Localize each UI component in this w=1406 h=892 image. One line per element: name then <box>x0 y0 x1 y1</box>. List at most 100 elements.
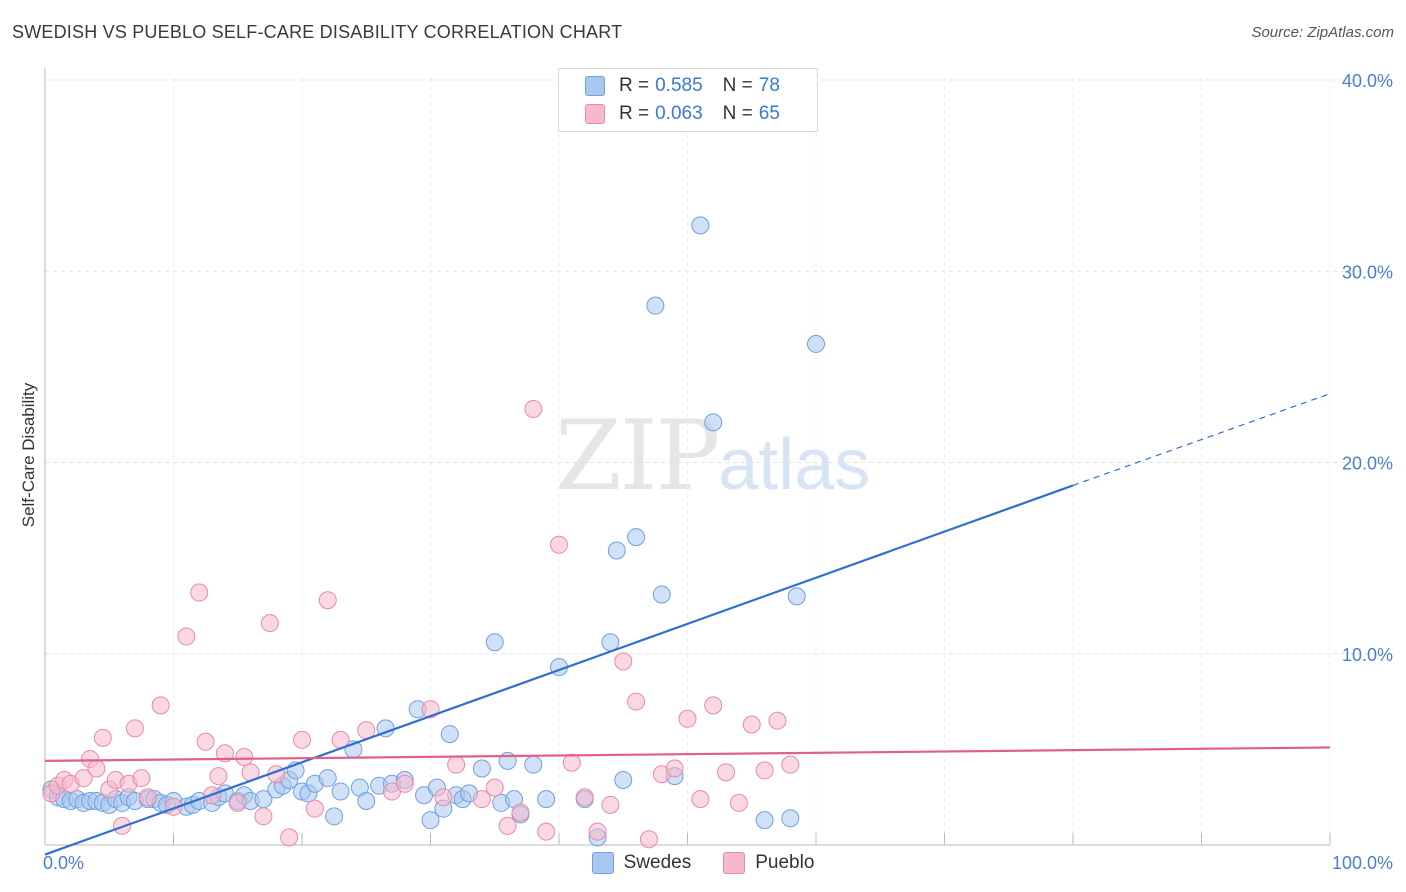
series-swatch-pueblo <box>723 852 746 874</box>
watermark-zip: ZIP <box>555 400 720 512</box>
point-pueblo <box>209 767 228 786</box>
point-pueblo <box>318 591 337 610</box>
point-pueblo <box>87 759 106 778</box>
point-pueblo <box>215 744 234 763</box>
point-swedes <box>691 216 710 235</box>
point-pueblo <box>293 730 311 749</box>
point-pueblo <box>93 728 112 747</box>
point-pueblo <box>601 795 620 814</box>
point-pueblo <box>575 788 594 807</box>
point-pueblo <box>665 759 684 778</box>
point-swedes <box>331 782 350 801</box>
series-legend-swedes[interactable]: Swedes <box>591 852 692 874</box>
point-pueblo <box>434 788 453 807</box>
source-label: Source: ZipAtlas.com <box>1251 24 1394 41</box>
point-pueblo <box>781 755 800 774</box>
y-tick-label: 10.0% <box>1342 645 1393 665</box>
point-pueblo <box>447 755 466 774</box>
point-pueblo <box>305 799 324 818</box>
legend-swatch-swedes <box>585 76 605 96</box>
point-pueblo <box>260 614 279 633</box>
point-pueblo <box>132 769 151 788</box>
point-pueblo <box>395 774 414 793</box>
point-swedes <box>704 413 723 432</box>
point-swedes <box>601 633 620 652</box>
point-pueblo <box>125 719 144 738</box>
point-swedes <box>440 725 459 744</box>
point-pueblo <box>235 748 254 767</box>
point-pueblo <box>485 778 504 797</box>
series-label-swedes: Swedes <box>623 852 692 873</box>
point-swedes <box>472 759 491 778</box>
point-swedes <box>652 585 671 604</box>
point-swedes <box>485 633 504 652</box>
legend-n-value: 78 <box>758 75 780 96</box>
correlation-legend: R = 0.585 N = 78 R = 0.063 N = 65 <box>558 68 818 132</box>
point-swedes <box>781 809 800 828</box>
point-swedes <box>325 807 344 826</box>
point-pueblo <box>498 816 517 835</box>
point-pueblo <box>704 696 723 715</box>
legend-n-label: N = <box>722 103 753 124</box>
point-swedes <box>318 769 337 788</box>
point-pueblo <box>280 828 299 847</box>
y-tick-label: 20.0% <box>1342 454 1393 474</box>
point-pueblo <box>177 627 196 646</box>
y-tick-label: 40.0% <box>1342 71 1393 91</box>
point-pueblo <box>196 732 215 751</box>
point-pueblo <box>768 711 787 730</box>
point-pueblo <box>550 535 568 554</box>
point-swedes <box>421 811 440 830</box>
point-pueblo <box>717 763 736 782</box>
point-pueblo <box>228 793 247 812</box>
point-swedes <box>607 541 626 560</box>
point-pueblo <box>138 788 157 807</box>
point-swedes <box>537 790 556 809</box>
legend-r-value: 0.585 <box>655 75 703 96</box>
point-swedes <box>524 755 543 774</box>
trendline-swedes <box>44 484 1074 856</box>
point-swedes <box>755 811 774 830</box>
point-swedes <box>357 792 376 811</box>
point-pueblo <box>472 790 491 809</box>
point-swedes <box>646 296 665 315</box>
point-pueblo <box>254 807 273 826</box>
x-tick-label: 0.0% <box>43 853 84 873</box>
y-axis-label: Self-Care Disability <box>19 382 38 527</box>
point-swedes <box>787 587 806 606</box>
legend-row-swedes: R = 0.585 N = 78 <box>585 73 780 99</box>
point-pueblo <box>151 696 170 715</box>
legend-row-pueblo: R = 0.063 N = 65 <box>585 101 780 127</box>
legend-r-label: R = <box>619 103 650 124</box>
point-pueblo <box>190 583 209 602</box>
chart-title: SWEDISH VS PUEBLO SELF-CARE DISABILITY C… <box>12 22 623 42</box>
point-swedes <box>807 334 825 353</box>
point-pueblo <box>562 753 581 772</box>
point-pueblo <box>74 769 93 788</box>
legend-r-value: 0.063 <box>655 103 703 124</box>
point-pueblo <box>511 803 530 822</box>
point-pueblo <box>627 692 646 711</box>
series-legend: Swedes Pueblo <box>0 852 1406 874</box>
point-pueblo <box>691 790 710 809</box>
point-pueblo <box>524 399 543 418</box>
series-legend-pueblo[interactable]: Pueblo <box>723 852 814 874</box>
point-pueblo <box>614 652 633 671</box>
point-pueblo <box>742 715 761 734</box>
trendline-extension-swedes <box>1072 393 1331 487</box>
point-pueblo <box>729 793 748 812</box>
point-pueblo <box>588 822 607 841</box>
legend-n-value: 65 <box>758 103 780 124</box>
point-pueblo <box>678 709 697 728</box>
point-pueblo <box>755 761 774 780</box>
legend-r-label: R = <box>619 75 650 96</box>
point-pueblo <box>537 822 556 841</box>
watermark-atlas: atlas <box>718 425 871 505</box>
point-swedes <box>614 770 633 789</box>
y-tick-label: 30.0% <box>1342 262 1393 282</box>
trendline-pueblo <box>44 746 1331 762</box>
series-swatch-swedes <box>591 852 614 874</box>
point-pueblo <box>639 830 658 849</box>
x-tick-label: 100.0% <box>1332 853 1393 873</box>
